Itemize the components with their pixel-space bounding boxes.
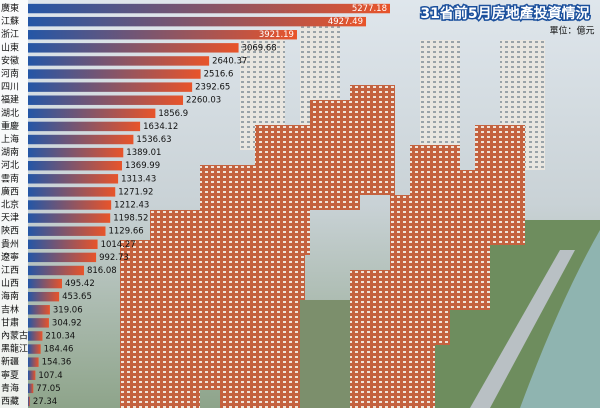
y-tick-label: 遼寧: [1, 251, 19, 263]
value-label: 3069.68: [242, 43, 277, 53]
value-label: 1313.43: [121, 174, 156, 184]
y-tick-label: 浙江: [1, 28, 19, 40]
y-tick-label: 湖北: [1, 108, 19, 119]
y-tick-label: 寧夏: [1, 369, 19, 381]
y-tick-label: 青海: [1, 382, 19, 394]
y-tick-label: 江蘇: [1, 15, 19, 27]
bar: [28, 108, 156, 119]
y-tick-label: 安徽: [1, 54, 19, 66]
bar: [28, 56, 210, 66]
bar: [28, 252, 97, 263]
value-label: 2392.65: [195, 83, 230, 93]
y-tick-label: 甘肅: [1, 316, 19, 328]
y-tick-label: 福建: [1, 94, 19, 106]
value-label: 1014.27: [101, 240, 136, 250]
bar: [28, 43, 239, 53]
bar: [28, 278, 62, 289]
bar: [28, 357, 39, 367]
y-tick-label: 廣西: [1, 185, 19, 197]
bar: [28, 291, 60, 302]
label-column: [0, 0, 28, 408]
y-tick-label: 黑龍江: [1, 343, 28, 355]
y-tick-label: 西藏: [1, 395, 19, 407]
value-label: 816.08: [87, 266, 117, 276]
y-tick-label: 吉林: [1, 303, 19, 315]
bar: [28, 82, 193, 92]
y-tick-label: 江西: [1, 265, 19, 276]
bar: [28, 160, 122, 171]
bar: [28, 16, 367, 27]
bar: [28, 265, 84, 276]
value-label: 154.36: [42, 358, 72, 368]
value-label: 1369.99: [125, 161, 160, 171]
bar: [28, 331, 43, 341]
y-tick-label: 上海: [1, 133, 19, 145]
y-tick-label: 湖南: [1, 146, 19, 158]
y-tick-label: 天津: [1, 213, 19, 224]
value-label: 304.92: [52, 318, 82, 328]
y-tick-label: 河南: [1, 68, 19, 80]
bar: [28, 95, 184, 105]
bar: [28, 344, 41, 354]
value-label: 5277.18: [352, 4, 387, 14]
bar: [28, 187, 116, 197]
y-tick-label: 山東: [1, 41, 19, 53]
bar: [28, 370, 36, 380]
chart-subtitle: 單位：億元: [549, 25, 594, 37]
y-tick-label: 北京: [1, 199, 19, 211]
value-label: 107.4: [38, 371, 62, 381]
y-tick-label: 貴州: [1, 238, 19, 250]
value-label: 319.06: [53, 305, 83, 315]
bar: [28, 226, 106, 236]
value-label: 1536.63: [136, 135, 171, 145]
y-tick-label: 廣東: [1, 2, 19, 14]
bar: [28, 174, 119, 184]
value-label: 2516.6: [204, 70, 234, 80]
chart-title: 31省前5月房地產投資情況: [420, 5, 589, 22]
value-label: 1271.92: [118, 187, 153, 197]
bar: [28, 134, 134, 145]
value-label: 992.73: [99, 253, 129, 263]
y-tick-label: 新疆: [1, 356, 19, 368]
y-tick-label: 海南: [1, 290, 19, 302]
y-tick-label: 山西: [1, 278, 19, 289]
bar: [28, 305, 50, 315]
y-tick-label: 雲南: [1, 172, 19, 184]
value-label: 4927.49: [328, 17, 363, 27]
value-label: 1129.66: [108, 227, 143, 237]
value-label: 2260.03: [186, 96, 221, 106]
y-tick-label: 陝西: [1, 226, 19, 237]
bar: [28, 239, 98, 250]
y-tick-label: 內蒙古: [1, 329, 28, 341]
value-label: 495.42: [65, 279, 95, 289]
value-label: 184.46: [44, 345, 74, 355]
bar: [28, 69, 201, 79]
bar: [28, 213, 111, 223]
bar: [28, 30, 297, 40]
bar: [28, 396, 30, 407]
value-label: 77.05: [36, 384, 60, 394]
bar: [28, 3, 390, 14]
y-tick-label: 河北: [1, 159, 19, 171]
value-label: 27.34: [33, 397, 57, 407]
bar: [28, 121, 141, 132]
y-tick-label: 四川: [1, 83, 19, 93]
value-label: 1389.01: [126, 148, 161, 158]
value-label: 210.34: [45, 331, 75, 341]
bar: [28, 147, 124, 158]
value-label: 453.65: [62, 292, 92, 302]
value-label: 1198.52: [113, 214, 148, 224]
bar: [28, 318, 49, 328]
value-label: 2640.37: [212, 56, 247, 66]
bar: [28, 383, 34, 394]
y-tick-label: 重慶: [1, 120, 19, 132]
value-label: 1212.43: [114, 201, 149, 211]
value-label: 1634.12: [143, 122, 178, 132]
value-label: 1856.9: [158, 109, 188, 119]
bar: [28, 200, 112, 210]
value-label: 3921.19: [259, 30, 294, 40]
